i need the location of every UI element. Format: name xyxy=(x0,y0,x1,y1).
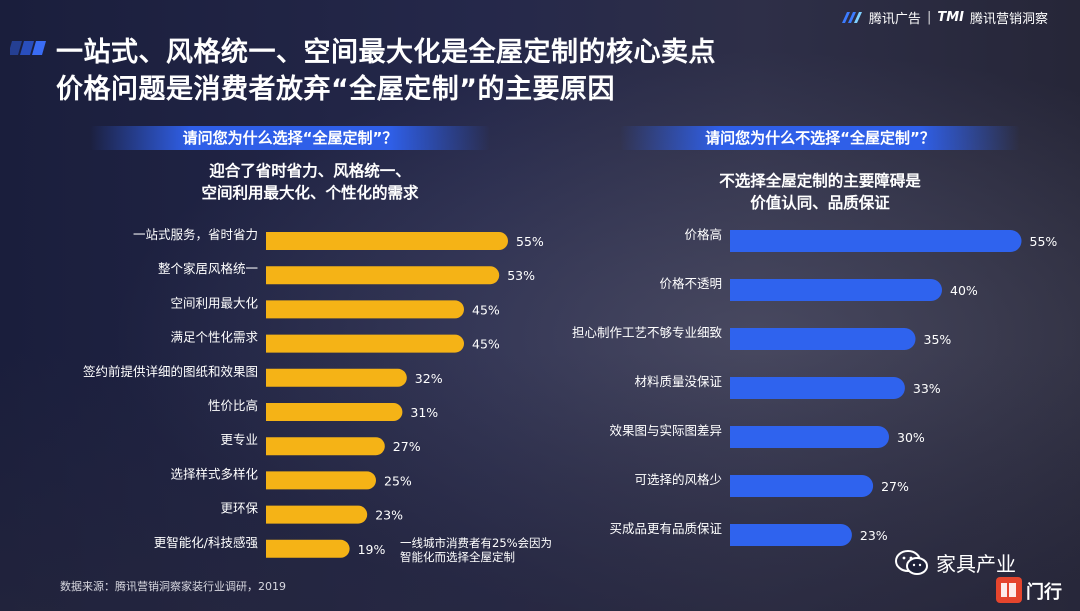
page-title: 一站式、风格统一、空间最大化是全屋定制的核心卖点 价格问题是消费者放弃“全屋定制… xyxy=(56,34,716,108)
brand-tmi: TMI xyxy=(937,9,964,25)
bar-0-9 xyxy=(266,539,350,558)
bar-0-7 xyxy=(266,471,376,490)
bar-0-4 xyxy=(266,368,407,387)
bar-1-3 xyxy=(730,377,905,399)
left-question-pill: 请问您为什么选择“全屋定制”？ xyxy=(90,126,490,150)
value-label-1-5: 27% xyxy=(881,479,909,494)
value-label-1-0: 55% xyxy=(1030,234,1058,249)
right-question-pill: 请问您为什么不选择“全屋定制”？ xyxy=(620,126,1020,150)
category-label-1-3: 材料质量没保证 xyxy=(634,374,722,389)
bar-1-5 xyxy=(730,475,874,497)
left-bar-chart: 一站式服务，省时省力 55% 整个家居风格统一 53% 空间利用最大化 45% 满足个性化需… xyxy=(83,227,544,558)
stamp-text: 门行 xyxy=(1026,581,1062,603)
value-label-0-8: 23% xyxy=(375,508,403,523)
category-label-0-3: 满足个性化需求 xyxy=(170,330,258,345)
value-label-0-0: 55% xyxy=(516,234,544,249)
bar-1-0 xyxy=(730,230,1022,252)
category-label-1-0: 价格高 xyxy=(684,227,722,242)
value-label-1-6: 23% xyxy=(860,528,888,543)
wechat-watermark: 家具产业 xyxy=(894,548,1016,577)
category-label-1-4: 效果图与实际图差异 xyxy=(609,423,722,438)
bar-0-8 xyxy=(266,505,368,524)
category-label-1-5: 可选择的风格少 xyxy=(634,472,722,487)
bar-0-0 xyxy=(266,232,508,250)
value-label-0-2: 45% xyxy=(472,302,500,317)
brand-left: 腾讯广告 xyxy=(868,11,921,27)
bar-1-4 xyxy=(730,426,889,448)
bar-0-3 xyxy=(266,334,464,353)
bar-1-1 xyxy=(730,279,942,301)
category-label-0-7: 选择样式多样化 xyxy=(170,466,258,481)
title-line-2: 价格问题是消费者放弃“全屋定制”的主要原因 xyxy=(56,74,615,105)
value-label-0-6: 27% xyxy=(393,439,421,454)
category-label-0-1: 整个家居风格统一 xyxy=(158,261,258,276)
category-label-0-9: 更智能化/科技感强 xyxy=(154,535,259,550)
bar-0-5 xyxy=(266,403,403,421)
category-label-0-0: 一站式服务，省时省力 xyxy=(133,227,258,242)
left-subtitle-line-1: 迎合了省时省力、风格统一、 xyxy=(209,162,411,180)
brand-right: 腾讯营销洞察 xyxy=(969,11,1048,27)
category-label-0-8: 更环保 xyxy=(220,501,258,516)
bar-0-2 xyxy=(266,300,464,319)
category-label-0-2: 空间利用最大化 xyxy=(170,295,258,310)
data-source: 数据来源：腾讯营销洞察家装行业调研，2019 xyxy=(60,580,286,593)
category-label-0-6: 更专业 xyxy=(220,432,258,447)
category-label-0-4: 签约前提供详细的图纸和效果图 xyxy=(83,364,258,379)
watermark-text: 家具产业 xyxy=(936,552,1016,576)
site-stamp-logo: 门行 xyxy=(996,577,1062,603)
value-label-0-5: 31% xyxy=(410,405,438,420)
left-subtitle: 迎合了省时省力、风格统一、 空间利用最大化、个性化的需求 xyxy=(150,160,470,204)
value-label-0-4: 32% xyxy=(415,371,443,386)
category-label-1-6: 买成品更有品质保证 xyxy=(609,521,722,536)
value-label-0-3: 45% xyxy=(472,337,500,352)
value-label-0-7: 25% xyxy=(384,473,412,488)
bar-0-6 xyxy=(266,437,385,456)
bar-1-6 xyxy=(730,524,852,546)
right-bar-chart: 价格高 55% 价格不透明 40% 担心制作工艺不够专业细致 35% 材料质量没保证 33% 效… xyxy=(572,227,1057,546)
value-label-1-4: 30% xyxy=(897,430,925,445)
brand-header: 腾讯广告 | TMI 腾讯营销洞察 xyxy=(841,6,1048,28)
value-label-1-3: 33% xyxy=(913,381,941,396)
value-label-1-1: 40% xyxy=(950,283,978,298)
note-line-1: 一线城市消费者有25%会因为 xyxy=(400,536,553,550)
value-label-0-1: 53% xyxy=(507,268,535,283)
title-line-1: 一站式、风格统一、空间最大化是全屋定制的核心卖点 xyxy=(56,37,716,68)
tencent-ads-logo-icon xyxy=(841,12,862,23)
wechat-icon xyxy=(895,549,928,575)
category-label-0-5: 性价比高 xyxy=(208,398,258,413)
brand-separator: | xyxy=(926,9,932,25)
category-label-1-2: 担心制作工艺不够专业细致 xyxy=(572,325,723,340)
right-subtitle: 不选择全屋定制的主要障碍是 价值认同、品质保证 xyxy=(660,170,980,214)
category-label-1-1: 价格不透明 xyxy=(659,276,722,291)
left-subtitle-line-2: 空间利用最大化、个性化的需求 xyxy=(201,184,419,202)
right-subtitle-line-1: 不选择全屋定制的主要障碍是 xyxy=(719,172,921,190)
value-label-0-9: 19% xyxy=(358,542,386,557)
bar-0-1 xyxy=(266,266,500,285)
value-label-1-2: 35% xyxy=(924,332,952,347)
note-line-2: 智能化而选择全屋定制 xyxy=(400,550,515,564)
annotation-note: 一线城市消费者有25%会因为 智能化而选择全屋定制 xyxy=(400,536,552,564)
bar-1-2 xyxy=(730,328,916,350)
title-arrow-decoration-icon xyxy=(10,41,46,55)
right-subtitle-line-2: 价值认同、品质保证 xyxy=(750,194,890,212)
